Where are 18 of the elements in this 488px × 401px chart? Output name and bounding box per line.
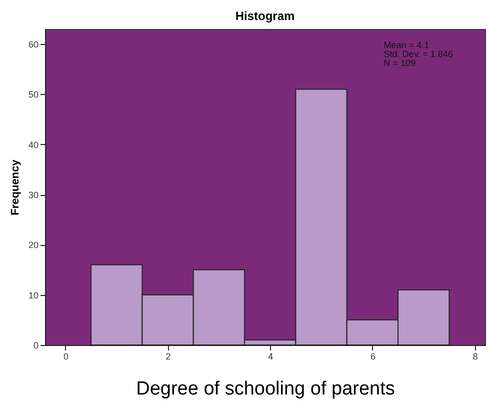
- x-tick-label: 8: [472, 352, 478, 362]
- annotation: N = 109: [384, 58, 416, 68]
- y-tick-label: 40: [28, 140, 38, 150]
- y-tick-label: 20: [28, 240, 38, 250]
- x-tick-label: 6: [370, 352, 376, 362]
- x-tick-label: 0: [63, 352, 68, 362]
- y-tick-label: 0: [33, 340, 38, 350]
- y-axis-title: Frequency: [9, 158, 22, 216]
- y-tick-label: 50: [28, 90, 38, 100]
- annotation: Mean = 4.1: [384, 40, 430, 50]
- y-tick-label: 60: [28, 40, 38, 50]
- annotation: Std. Dev. = 1.846: [384, 49, 453, 59]
- x-tick-label: 2: [166, 352, 171, 362]
- y-tick-label: 30: [28, 190, 38, 200]
- x-tick-label: 4: [268, 352, 274, 362]
- chart-title: Histogram: [235, 9, 295, 23]
- y-tick-label: 10: [28, 290, 38, 300]
- x-axis-title: Degree of schooling of parents: [136, 378, 395, 400]
